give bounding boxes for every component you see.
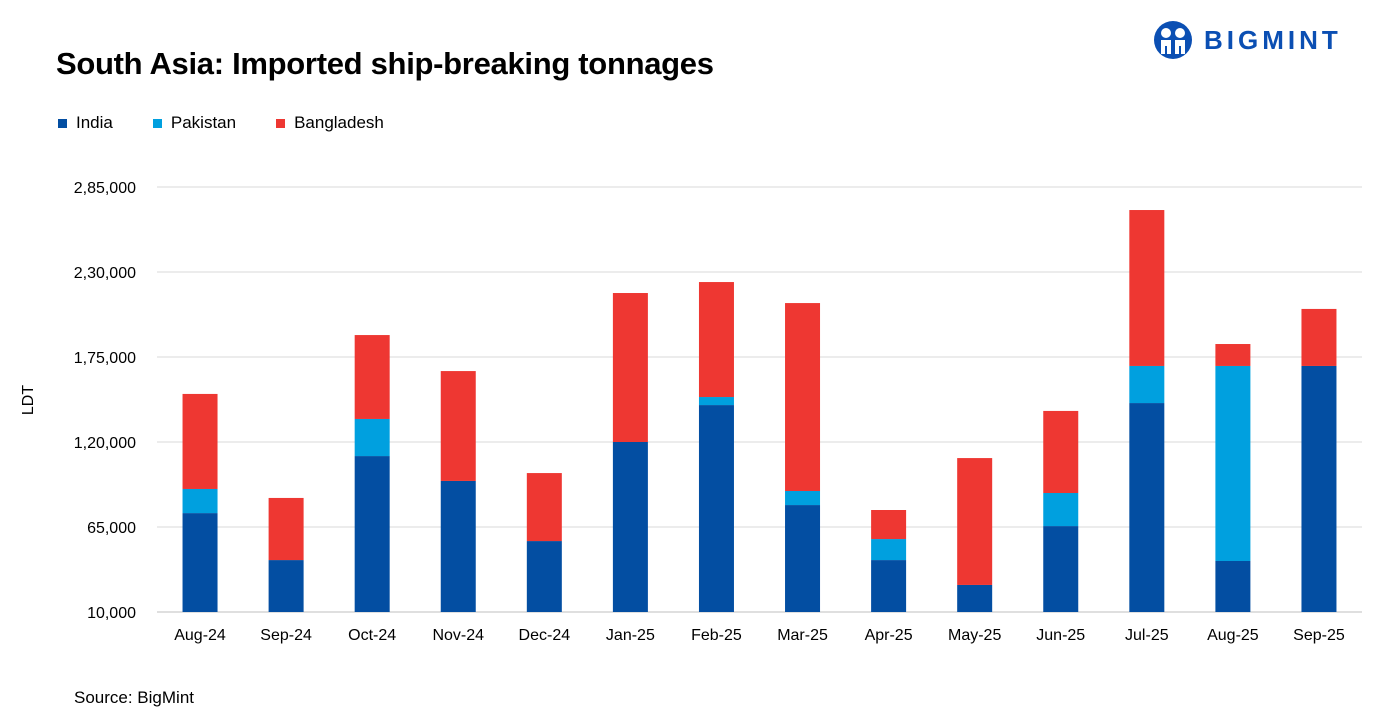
bar-pakistan-jun-25 (1043, 493, 1079, 527)
x-tick-label: Feb-25 (691, 627, 742, 644)
x-tick-label: Mar-25 (777, 627, 828, 644)
x-tick-label: May-25 (948, 627, 1001, 644)
bar-india-apr-25 (871, 560, 907, 612)
bar-bangladesh-feb-25 (698, 282, 734, 398)
y-tick-label: 10,000 (87, 605, 136, 622)
bar-bangladesh-aug-25 (1215, 344, 1251, 366)
x-tick-label: Jan-25 (606, 627, 655, 644)
legend-swatch (152, 118, 162, 128)
bar-india-jun-25 (1043, 526, 1079, 612)
bar-bangladesh-may-25 (957, 458, 993, 585)
bar-bangladesh-mar-25 (785, 303, 821, 491)
legend-item-india: India (58, 113, 113, 133)
y-tick-label: 1,20,000 (74, 435, 136, 452)
bar-india-jan-25 (612, 442, 648, 612)
x-tick-label: Sep-25 (1293, 627, 1345, 644)
x-tick-label: Dec-24 (519, 627, 571, 644)
bar-india-feb-25 (698, 405, 734, 612)
legend-label: Pakistan (170, 113, 237, 132)
x-tick-label: Nov-24 (432, 627, 484, 644)
bar-india-may-25 (957, 584, 993, 612)
bigmint-logo: BIGMINT (1152, 20, 1342, 60)
bar-bangladesh-oct-24 (354, 335, 390, 419)
bar-india-dec-24 (526, 541, 562, 612)
x-tick-label: Oct-24 (348, 627, 396, 644)
bar-bangladesh-sep-25 (1301, 308, 1337, 366)
bar-india-nov-24 (440, 480, 476, 612)
bar-bangladesh-jul-25 (1129, 210, 1165, 366)
x-tick-label: Sep-24 (260, 627, 312, 644)
legend-label: India (76, 113, 113, 132)
bar-bangladesh-nov-24 (440, 371, 476, 481)
bar-india-oct-24 (354, 456, 390, 612)
legend-swatch (276, 118, 286, 128)
y-tick-label: 65,000 (87, 520, 136, 537)
x-tick-label: Aug-25 (1207, 627, 1259, 644)
legend-swatch (58, 118, 67, 128)
x-tick-label: Jul-25 (1125, 627, 1169, 644)
bar-pakistan-feb-25 (698, 397, 734, 406)
bar-pakistan-oct-24 (354, 418, 390, 457)
x-tick-label: Apr-25 (865, 627, 913, 644)
bar-india-jul-25 (1129, 403, 1165, 612)
y-axis-label: LDT (20, 385, 37, 415)
bar-pakistan-aug-25 (1215, 365, 1251, 561)
bar-pakistan-mar-25 (785, 490, 821, 506)
bar-india-sep-25 (1301, 365, 1337, 612)
y-tick-label: 1,75,000 (74, 350, 136, 367)
bar-bangladesh-aug-24 (182, 393, 218, 489)
bar-bangladesh-dec-24 (526, 473, 562, 542)
bar-india-aug-25 (1215, 561, 1251, 612)
bar-bangladesh-sep-24 (268, 497, 304, 561)
bar-pakistan-apr-25 (871, 539, 907, 561)
logo-icon (1154, 21, 1192, 59)
bar-pakistan-aug-24 (182, 488, 218, 514)
x-tick-label: Aug-24 (174, 627, 226, 644)
bar-bangladesh-apr-25 (871, 510, 907, 540)
bar-bangladesh-jan-25 (612, 293, 648, 442)
bar-bangladesh-jun-25 (1043, 410, 1079, 493)
chart-title: South Asia: Imported ship-breaking tonna… (56, 46, 714, 81)
logo-text: BIGMINT (1204, 24, 1342, 55)
bar-india-aug-24 (182, 513, 218, 612)
legend-item-pakistan: Pakistan (152, 113, 237, 133)
legend-label: Bangladesh (294, 113, 384, 132)
bar-india-sep-24 (268, 560, 304, 612)
legend: India Pakistan Bangladesh (58, 113, 424, 133)
bar-pakistan-jul-25 (1129, 365, 1165, 404)
y-tick-label: 2,30,000 (74, 265, 136, 282)
bar-india-mar-25 (785, 505, 821, 612)
x-tick-label: Jun-25 (1036, 627, 1085, 644)
source-note: Source: BigMint (74, 688, 194, 707)
y-tick-label: 2,85,000 (74, 180, 136, 197)
legend-item-bangladesh: Bangladesh (276, 113, 384, 133)
